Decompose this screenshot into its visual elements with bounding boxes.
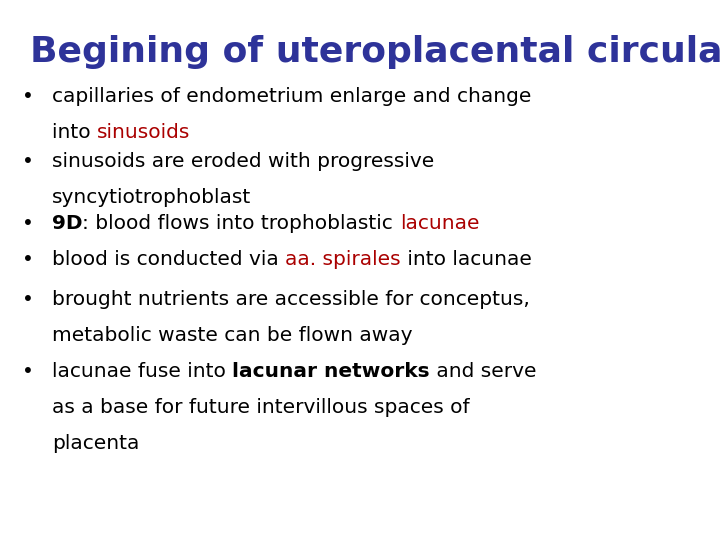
Text: and serve: and serve xyxy=(430,362,536,381)
Text: : blood flows into trophoblastic: : blood flows into trophoblastic xyxy=(83,214,400,233)
Text: as a base for future intervillous spaces of: as a base for future intervillous spaces… xyxy=(52,398,469,417)
Text: blood is conducted via: blood is conducted via xyxy=(52,250,285,269)
Text: syncytiotrophoblast: syncytiotrophoblast xyxy=(52,188,251,207)
Text: sinusoids: sinusoids xyxy=(97,123,190,142)
Text: lacunae fuse into: lacunae fuse into xyxy=(52,362,233,381)
Text: •: • xyxy=(22,290,34,309)
Text: •: • xyxy=(22,362,34,381)
Text: brought nutrients are accessible for conceptus,: brought nutrients are accessible for con… xyxy=(52,290,530,309)
Text: placenta: placenta xyxy=(52,434,140,453)
Text: •: • xyxy=(22,214,34,233)
Text: into lacunae: into lacunae xyxy=(401,250,531,269)
Text: capillaries of endometrium enlarge and change: capillaries of endometrium enlarge and c… xyxy=(52,87,531,106)
Text: •: • xyxy=(22,152,34,171)
Text: sinusoids are eroded with progressive: sinusoids are eroded with progressive xyxy=(52,152,434,171)
Text: lacunar networks: lacunar networks xyxy=(233,362,430,381)
Text: metabolic waste can be flown away: metabolic waste can be flown away xyxy=(52,326,413,345)
Text: lacunae: lacunae xyxy=(400,214,479,233)
Text: Begining of uteroplacental circulation: Begining of uteroplacental circulation xyxy=(30,35,720,69)
Text: into: into xyxy=(52,123,97,142)
Text: 9D: 9D xyxy=(52,214,83,233)
Text: •: • xyxy=(22,250,34,269)
Text: •: • xyxy=(22,87,34,106)
Text: aa. spirales: aa. spirales xyxy=(285,250,401,269)
